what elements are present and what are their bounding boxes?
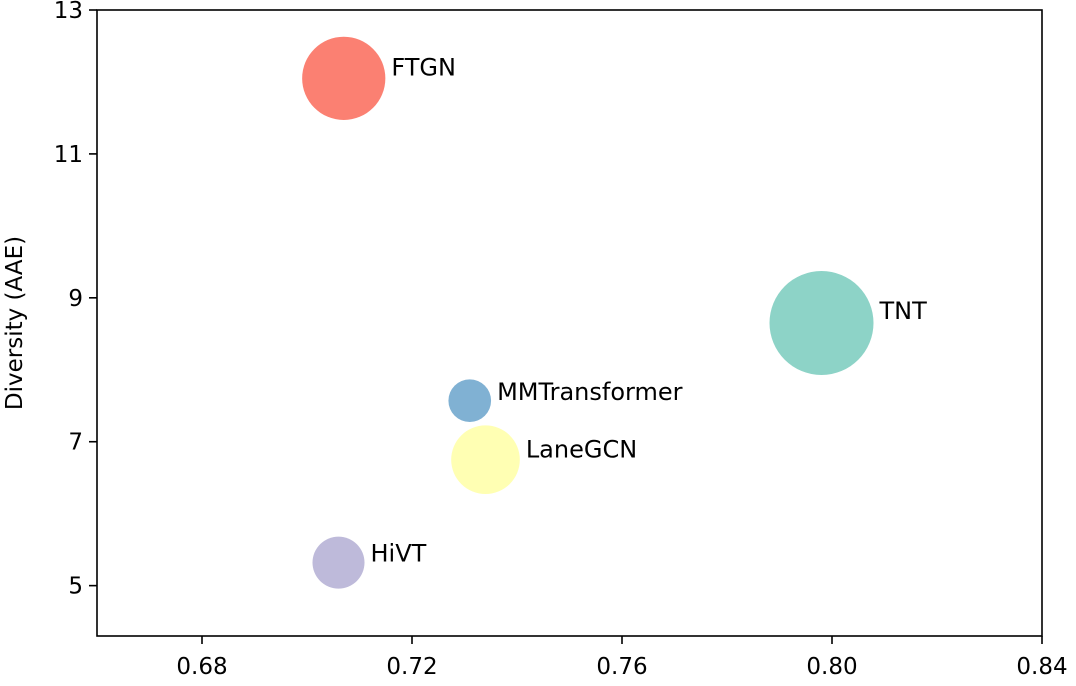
point-label-lanegcn: LaneGCN — [526, 436, 637, 464]
y-tick-label: 13 — [54, 0, 83, 24]
y-tick-label: 5 — [68, 574, 83, 600]
point-hivt — [312, 536, 365, 589]
y-axis-label: Diversity (AAE) — [2, 236, 28, 410]
x-tick-label: 0.76 — [596, 654, 647, 680]
x-tick-label: 0.80 — [806, 654, 857, 680]
point-lanegcn — [451, 425, 520, 495]
plot-frame — [96, 9, 1043, 637]
point-label-mmtransformer: MMTransformer — [497, 378, 683, 406]
point-tnt — [769, 271, 874, 375]
point-label-hivt: HiVT — [371, 539, 427, 567]
y-axis: 5 7 9 11 13 — [54, 0, 97, 600]
x-tick-label: 0.84 — [1016, 654, 1067, 680]
x-tick-label: 0.72 — [386, 654, 437, 680]
point-labels-layer: FTGN TNT MMTransformer LaneGCN HiVT — [371, 53, 928, 567]
y-tick-label: 11 — [54, 142, 83, 168]
point-mmtransformer — [448, 379, 492, 423]
point-ftgn — [302, 36, 386, 120]
point-label-tnt: TNT — [879, 297, 928, 325]
y-tick-label: 7 — [68, 430, 83, 456]
y-tick-label: 9 — [68, 286, 83, 312]
points-layer — [302, 36, 874, 589]
point-label-ftgn: FTGN — [391, 53, 456, 81]
x-axis: 0.68 0.72 0.76 0.80 0.84 — [176, 636, 1068, 680]
x-tick-label: 0.68 — [176, 654, 227, 680]
